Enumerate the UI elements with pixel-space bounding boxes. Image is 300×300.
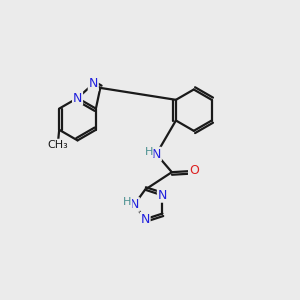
Text: CH₃: CH₃: [47, 140, 68, 149]
Text: N: N: [140, 213, 150, 226]
Text: H: H: [123, 197, 131, 207]
Text: N: N: [152, 148, 161, 160]
Text: N: N: [130, 198, 139, 211]
Text: N: N: [158, 189, 167, 202]
Text: N: N: [73, 92, 82, 104]
Text: H: H: [144, 147, 153, 157]
Text: N: N: [88, 77, 98, 90]
Text: O: O: [189, 164, 199, 177]
